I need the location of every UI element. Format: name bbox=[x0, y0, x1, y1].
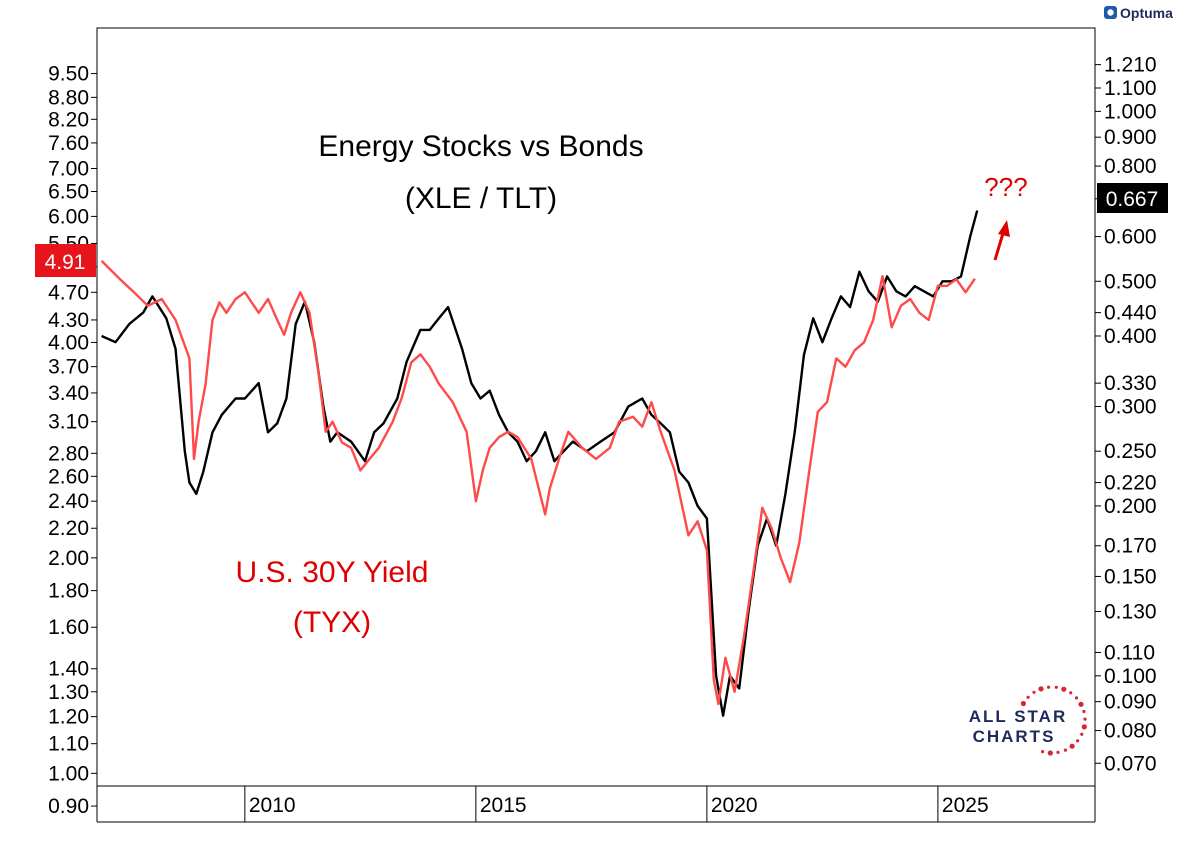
right-tick-label: 0.130 bbox=[1104, 601, 1157, 624]
right-tick-label: 0.440 bbox=[1104, 302, 1157, 325]
star-dot bbox=[1082, 709, 1086, 714]
left-tick-label: 4.70 bbox=[48, 281, 89, 304]
left-tick-label: 8.20 bbox=[48, 108, 89, 131]
right-tick-label: 0.900 bbox=[1104, 126, 1157, 149]
star-ring-icon bbox=[1020, 685, 1087, 756]
right-tick-label: 0.110 bbox=[1104, 641, 1155, 664]
right-tick-label: 0.090 bbox=[1104, 691, 1157, 714]
yield-last-value: 4.91 bbox=[45, 251, 86, 274]
x-tick-label: 2020 bbox=[711, 794, 758, 817]
left-tick-label: 8.80 bbox=[48, 86, 89, 109]
star-dot bbox=[1063, 748, 1067, 752]
left-tick-label: 1.80 bbox=[48, 580, 89, 603]
left-tick-label: 1.10 bbox=[48, 733, 89, 756]
star-dot bbox=[1069, 743, 1075, 749]
right-tick-label: 0.170 bbox=[1104, 535, 1157, 558]
left-tick-label: 6.00 bbox=[48, 205, 89, 228]
right-tick-label: 1.100 bbox=[1104, 77, 1157, 100]
star-dot bbox=[1038, 686, 1044, 692]
left-tick-label: 3.10 bbox=[48, 411, 89, 434]
star-dot bbox=[1083, 717, 1087, 721]
x-tick-label: 2025 bbox=[942, 794, 989, 817]
left-tick-label: 1.20 bbox=[48, 706, 89, 729]
left-tick-label: 1.00 bbox=[48, 762, 89, 785]
star-dot bbox=[1026, 695, 1030, 699]
yield-series-label-line2: (TYX) bbox=[293, 606, 371, 639]
ratio-series-line bbox=[101, 210, 979, 717]
x-axis: 2010 2015 2020 2025 bbox=[244, 786, 989, 822]
yield-series-label-line1: U.S. 30Y Yield bbox=[236, 556, 429, 589]
right-tick-label: 0.200 bbox=[1104, 495, 1157, 518]
left-tick-label: 3.70 bbox=[48, 356, 89, 379]
right-tick-label: 0.600 bbox=[1104, 226, 1157, 249]
right-tick-label: 0.100 bbox=[1104, 665, 1157, 688]
right-tick-label: 0.250 bbox=[1104, 440, 1157, 463]
left-tick-label: 2.80 bbox=[48, 442, 89, 465]
ratio-last-value: 0.667 bbox=[1106, 188, 1159, 211]
star-dot bbox=[1041, 750, 1045, 754]
left-tick-label: 1.40 bbox=[48, 658, 89, 681]
yield-series-line bbox=[100, 260, 976, 706]
right-tick-label: 0.070 bbox=[1104, 752, 1157, 775]
left-tick-label: 9.50 bbox=[48, 63, 89, 86]
x-tick-label: 2015 bbox=[480, 794, 527, 817]
star-dot bbox=[1061, 686, 1067, 692]
star-dot bbox=[1074, 696, 1079, 700]
star-dot bbox=[1020, 700, 1026, 707]
right-tick-label: 1.210 bbox=[1104, 54, 1157, 77]
star-dot bbox=[1069, 691, 1073, 695]
right-tick-label: 0.400 bbox=[1104, 325, 1157, 348]
allstar-line2: CHARTS bbox=[973, 727, 1056, 746]
right-tick-label: 0.800 bbox=[1104, 155, 1157, 178]
optuma-logo: Optuma bbox=[1104, 5, 1173, 21]
star-dot bbox=[1056, 750, 1060, 755]
star-dot bbox=[1078, 701, 1084, 707]
right-tick-label: 0.220 bbox=[1104, 472, 1157, 495]
star-dot bbox=[1047, 685, 1051, 689]
allstar-line1: ALL STAR bbox=[969, 707, 1067, 726]
chart-title: Energy Stocks vs Bonds bbox=[318, 130, 643, 163]
x-tick-label: 2010 bbox=[249, 794, 296, 817]
left-tick-label: 3.40 bbox=[48, 382, 89, 405]
left-tick-label: 4.30 bbox=[48, 309, 89, 332]
left-tick-label: 7.00 bbox=[48, 157, 89, 180]
star-dot bbox=[1032, 690, 1036, 694]
left-tick-label: 2.40 bbox=[48, 490, 89, 513]
star-dot bbox=[1081, 724, 1087, 730]
right-tick-label: 0.300 bbox=[1104, 396, 1157, 419]
right-tick-label: 0.330 bbox=[1104, 372, 1157, 395]
right-tick-label: 1.000 bbox=[1104, 100, 1157, 123]
right-tick-label: 0.150 bbox=[1104, 565, 1157, 588]
left-tick-label: 1.30 bbox=[48, 681, 89, 704]
series-layer bbox=[100, 210, 979, 717]
left-tick-label: 2.60 bbox=[48, 465, 89, 488]
star-dot bbox=[1047, 750, 1053, 756]
left-tick-label: 2.00 bbox=[48, 547, 89, 570]
star-dot bbox=[1054, 685, 1058, 689]
question-annotation: ??? bbox=[984, 172, 1027, 202]
left-tick-label: 7.60 bbox=[48, 132, 89, 155]
left-tick-label: 6.50 bbox=[48, 181, 89, 204]
star-dot bbox=[1076, 739, 1080, 743]
right-tick-label: 0.080 bbox=[1104, 720, 1157, 743]
left-tick-label: 4.00 bbox=[48, 331, 89, 354]
chart-subtitle: (XLE / TLT) bbox=[405, 182, 557, 215]
left-tick-label: 2.20 bbox=[48, 517, 89, 540]
right-tick-label: 0.500 bbox=[1104, 270, 1157, 293]
left-axis: 9.508.808.207.607.006.506.005.505.104.70… bbox=[48, 63, 97, 818]
left-tick-label: 0.90 bbox=[48, 795, 89, 818]
star-dot bbox=[1080, 732, 1084, 736]
optuma-label: Optuma bbox=[1120, 5, 1173, 21]
allstar-charts-logo: ALL STAR CHARTS bbox=[969, 685, 1087, 756]
left-tick-label: 1.60 bbox=[48, 616, 89, 639]
right-axis: 1.2101.1001.0000.9000.8000.7000.6000.500… bbox=[1095, 54, 1157, 775]
ratio-last-value-badge: 0.667 bbox=[1097, 183, 1168, 213]
up-arrow-icon bbox=[993, 220, 1010, 261]
yield-last-value-badge: 4.91 bbox=[35, 244, 96, 277]
